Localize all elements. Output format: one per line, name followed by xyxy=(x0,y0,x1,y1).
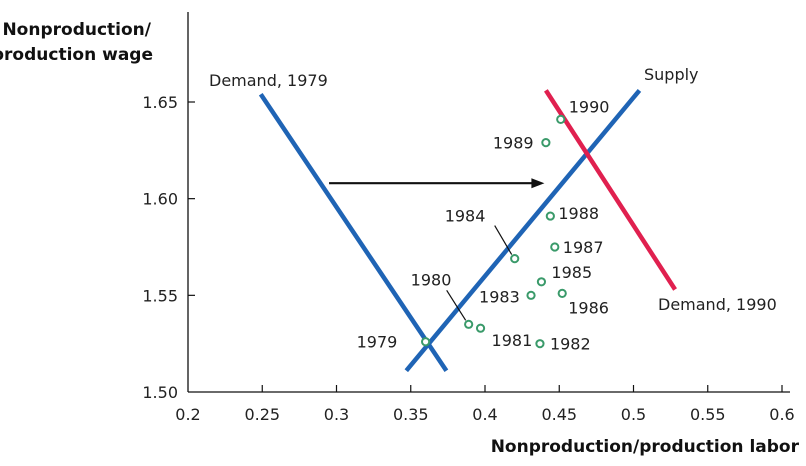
point-label-1984: 1984 xyxy=(445,207,486,226)
x-axis-title: Nonproduction/production labor xyxy=(491,437,800,457)
y-ticks: 1.50 1.55 1.60 1.65 xyxy=(142,93,195,402)
x-tick-label: 0.25 xyxy=(244,405,280,424)
data-point-1990 xyxy=(556,114,566,125)
y-tick-label: 1.50 xyxy=(142,383,178,402)
y-tick-label: 1.55 xyxy=(142,286,178,305)
data-point-1985 xyxy=(536,277,547,287)
point-label-1982: 1982 xyxy=(550,335,591,354)
data-point-1987 xyxy=(550,242,560,252)
x-tick-label: 0.2 xyxy=(175,405,200,424)
point-label-1987: 1987 xyxy=(563,238,604,257)
data-points xyxy=(421,114,567,349)
y-axis-title-line1: Nonproduction/ xyxy=(2,20,151,40)
data-point-1983 xyxy=(526,290,536,300)
data-point-1986 xyxy=(557,288,567,298)
point-label-1980: 1980 xyxy=(411,270,452,289)
leader-line-1980 xyxy=(446,290,467,321)
x-ticks: 0.2 0.25 0.3 0.35 0.4 0.45 0.5 0.55 0.6 xyxy=(175,385,795,424)
demand-1990-label: Demand, 1990 xyxy=(658,295,777,314)
data-point-1982 xyxy=(535,339,545,349)
x-tick-label: 0.35 xyxy=(393,405,429,424)
curves xyxy=(258,88,677,373)
demand-1979-label: Demand, 1979 xyxy=(209,71,328,90)
data-point-1989 xyxy=(541,138,551,148)
data-point-1988 xyxy=(545,211,555,221)
x-tick-label: 0.4 xyxy=(472,405,497,424)
x-tick-label: 0.45 xyxy=(541,405,577,424)
axes xyxy=(187,12,790,393)
point-label-1990: 1990 xyxy=(569,97,610,116)
point-label-1981: 1981 xyxy=(492,331,533,350)
y-tick-label: 1.65 xyxy=(142,93,178,112)
x-tick-label: 0.6 xyxy=(769,405,794,424)
y-axis-title-line2: production wage xyxy=(0,45,153,65)
x-tick-label: 0.55 xyxy=(690,405,726,424)
point-label-1985: 1985 xyxy=(551,263,592,282)
leader-line-1984 xyxy=(494,225,513,255)
supply-line xyxy=(404,88,642,373)
annotations: Demand, 1979 Supply Demand, 1990 1979 1980 19… xyxy=(209,65,777,354)
y-tick-label: 1.60 xyxy=(142,190,178,209)
demand-1979-line xyxy=(258,93,449,372)
data-point-1981 xyxy=(475,323,486,333)
demand-1990-line xyxy=(543,89,677,291)
data-point-1980 xyxy=(464,319,474,329)
x-tick-label: 0.3 xyxy=(324,405,349,424)
point-label-1988: 1988 xyxy=(558,204,599,223)
shift-arrow-group xyxy=(329,178,545,189)
point-label-1989: 1989 xyxy=(493,134,534,153)
supply-label: Supply xyxy=(644,65,699,84)
point-label-1983: 1983 xyxy=(479,287,520,306)
x-tick-label: 0.5 xyxy=(621,405,646,424)
data-point-1984 xyxy=(510,254,520,264)
point-label-1979: 1979 xyxy=(357,333,398,352)
point-label-1986: 1986 xyxy=(568,298,609,317)
shift-arrow-head xyxy=(531,178,545,189)
data-point-1979 xyxy=(421,337,431,347)
